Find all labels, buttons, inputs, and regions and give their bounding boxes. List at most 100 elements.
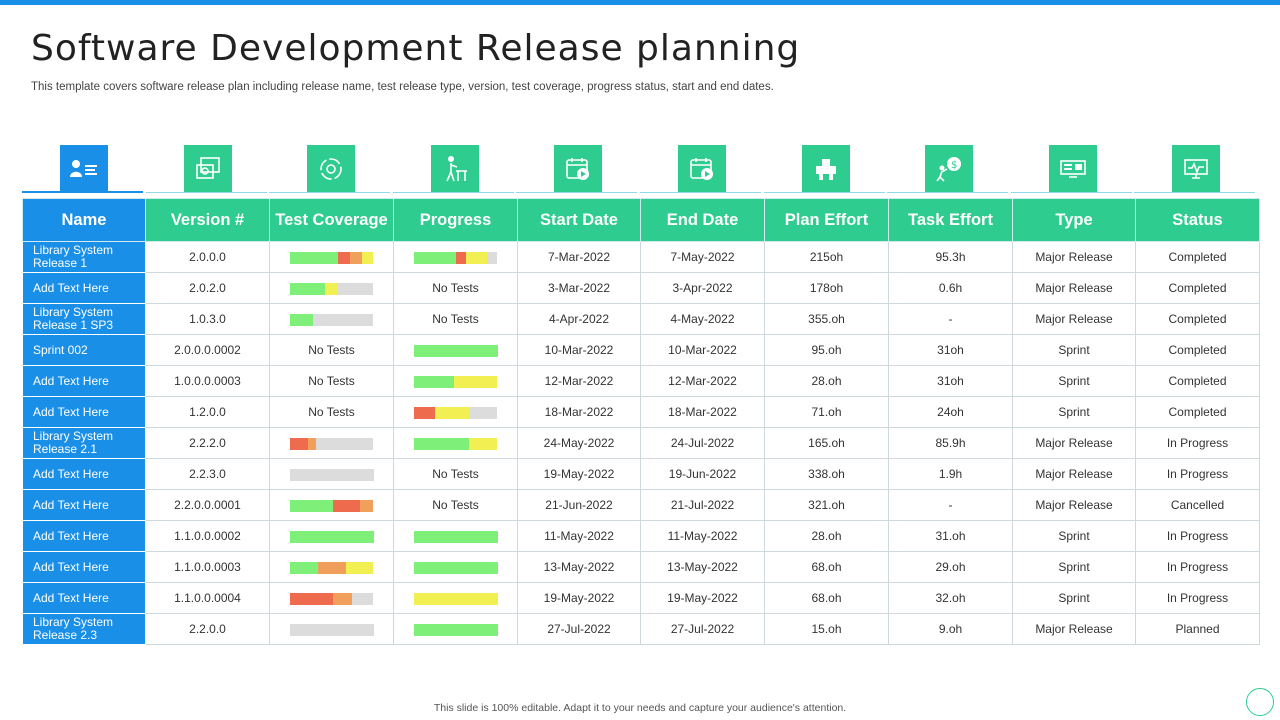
calendar-play-icon <box>678 145 726 193</box>
status-cell: Planned <box>1135 613 1260 645</box>
start-date-cell: 18-Mar-2022 <box>517 396 641 428</box>
progress-segment-yellow <box>468 437 498 450</box>
progress-cell <box>393 551 518 583</box>
progress-bar <box>413 375 498 388</box>
type-cell: Sprint <box>1012 520 1136 552</box>
coverage-segment-gray <box>289 623 374 636</box>
release-name-cell: Add Text Here <box>22 582 146 614</box>
type-cell: Sprint <box>1012 582 1136 614</box>
table-row: Library System Release 2.1 2.2.2.0 24-May-… <box>22 427 1260 459</box>
coverage-segment-orange <box>307 437 317 450</box>
type-cell: Major Release <box>1012 272 1136 304</box>
column-icon-underline <box>1010 192 1132 193</box>
column-icon-underline <box>763 192 885 193</box>
coverage-bar <box>289 313 374 326</box>
progress-segment-yellow <box>413 592 498 605</box>
test-coverage-cell: No Tests <box>269 334 394 366</box>
version-cell: 2.0.0.0.0002 <box>145 334 270 366</box>
version-cell: 2.2.0.0.0001 <box>145 489 270 521</box>
table-body: Library System Release 1 2.0.0.0 7-Mar-202… <box>22 241 1260 645</box>
column-header: Progress <box>393 198 518 242</box>
progress-cell <box>393 396 518 428</box>
start-date-cell: 3-Mar-2022 <box>517 272 641 304</box>
version-cell: 1.0.3.0 <box>145 303 270 335</box>
test-coverage-cell <box>269 458 394 490</box>
plan-effort-cell: 28.oh <box>764 365 889 397</box>
coverage-segment-green <box>289 530 374 543</box>
column-icon-cell <box>1010 145 1135 195</box>
status-cell: Cancelled <box>1135 489 1260 521</box>
release-name-cell: Add Text Here <box>22 551 146 583</box>
progress-cell <box>393 365 518 397</box>
progress-cell: No Tests <box>393 272 518 304</box>
task-effort-cell: 85.9h <box>888 427 1013 459</box>
progress-cell <box>393 427 518 459</box>
climbing-coin-icon: $ <box>925 145 974 193</box>
column-header: Task Effort <box>888 198 1013 242</box>
coverage-segment-yellow <box>361 251 374 264</box>
test-coverage-cell: No Tests <box>269 396 394 428</box>
version-cell: 1.1.0.0.0002 <box>145 520 270 552</box>
version-cell: 1.0.0.0.0003 <box>145 365 270 397</box>
page-subtitle: This template covers software release pl… <box>31 81 774 93</box>
column-icon-underline <box>1134 192 1256 193</box>
start-date-cell: 19-May-2022 <box>517 582 641 614</box>
progress-segment-red <box>413 406 436 419</box>
coverage-bar <box>289 561 374 574</box>
plan-effort-cell: 178oh <box>764 272 889 304</box>
calendar-play-icon <box>554 145 603 193</box>
column-icon-underline <box>887 192 1009 193</box>
test-coverage-cell <box>269 613 394 645</box>
test-coverage-cell <box>269 582 394 614</box>
start-date-cell: 12-Mar-2022 <box>517 365 641 397</box>
release-name-cell: Add Text Here <box>22 458 146 490</box>
release-name-cell: Add Text Here <box>22 365 146 397</box>
coverage-segment-green <box>289 499 334 512</box>
task-effort-cell: 95.3h <box>888 241 1013 273</box>
progress-segment-green <box>413 437 469 450</box>
table-row: Add Text Here 1.1.0.0.0003 13-May-2022 13-M… <box>22 551 1260 583</box>
progress-cell: No Tests <box>393 303 518 335</box>
status-cell: In Progress <box>1135 458 1260 490</box>
progress-segment-yellow <box>435 406 469 419</box>
end-date-cell: 12-Mar-2022 <box>640 365 765 397</box>
column-icon-underline <box>640 192 761 193</box>
column-icon-cell: $ <box>887 145 1011 195</box>
release-name-cell: Add Text Here <box>22 396 146 428</box>
coverage-segment-gray <box>316 437 374 450</box>
end-date-cell: 21-Jul-2022 <box>640 489 765 521</box>
end-date-cell: 19-May-2022 <box>640 582 765 614</box>
progress-cell <box>393 582 518 614</box>
progress-bar <box>413 561 498 574</box>
coverage-segment-yellow <box>324 282 339 295</box>
coverage-segment-orange <box>360 499 374 512</box>
table-row: Library System Release 1 2.0.0.0 7-Mar-202… <box>22 241 1260 273</box>
coverage-segment-green <box>289 282 325 295</box>
type-cell: Sprint <box>1012 396 1136 428</box>
coverage-segment-gray <box>351 592 374 605</box>
pipeline-valve-icon <box>801 145 850 193</box>
svg-text:$: $ <box>951 160 957 171</box>
table-row: Add Text Here 1.1.0.0.0004 19-May-2022 19-M… <box>22 582 1260 614</box>
server-rack-icon <box>1048 145 1097 193</box>
release-table: Name Version # Test Coverage Progress Start … <box>22 198 1260 645</box>
column-icon-cell <box>392 145 517 195</box>
coverage-segment-gray <box>289 468 374 481</box>
type-cell: Major Release <box>1012 303 1136 335</box>
column-header: Status <box>1135 198 1260 242</box>
coverage-segment-gray <box>313 313 374 326</box>
progress-bar <box>413 406 498 419</box>
column-header: Plan Effort <box>764 198 889 242</box>
type-cell: Major Release <box>1012 427 1136 459</box>
table-row: Library System Release 1 SP3 1.0.3.0 No Te… <box>22 303 1260 335</box>
column-icon-cell <box>145 145 270 195</box>
coverage-bar <box>289 468 374 481</box>
task-effort-cell: 31oh <box>888 334 1013 366</box>
type-cell: Major Release <box>1012 241 1136 273</box>
plan-effort-cell: 321.oh <box>764 489 889 521</box>
coverage-bar <box>289 623 374 636</box>
progress-segment-green <box>413 561 498 574</box>
end-date-cell: 18-Mar-2022 <box>640 396 765 428</box>
progress-segment-green <box>413 251 456 264</box>
progress-segment-green <box>413 375 454 388</box>
